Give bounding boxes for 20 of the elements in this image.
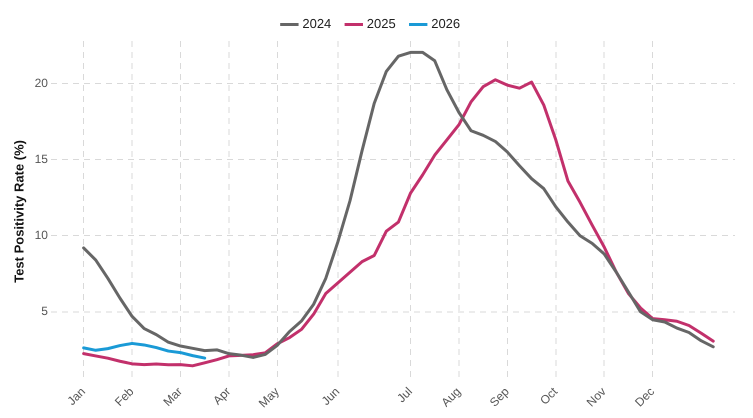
x-tick-label: Sep [486,384,512,410]
x-tick-label: Jan [64,384,88,408]
x-tick-label: Jul [394,384,415,406]
y-tick-label: 20 [34,76,48,90]
x-tick-label: Aug [438,384,464,410]
y-axis-title: Test Positivity Rate (%) [11,140,26,283]
legend-label: 2026 [431,16,460,32]
x-tick-label: Nov [584,384,609,410]
x-tick-label: May [256,384,282,410]
x-tick-label: Apr [210,384,234,408]
y-tick-label: 15 [34,152,48,166]
x-tick-label: Dec [632,384,658,410]
legend-label: 2025 [366,16,396,32]
x-tick-label: Mar [160,384,185,409]
y-tick-label: 10 [34,228,48,242]
y-tick-label: 5 [41,304,48,318]
x-tick-label: Oct [537,384,561,408]
x-tick-label: Feb [112,384,137,409]
legend-label: 2024 [302,16,332,32]
x-tick-label: Jun [318,384,342,408]
